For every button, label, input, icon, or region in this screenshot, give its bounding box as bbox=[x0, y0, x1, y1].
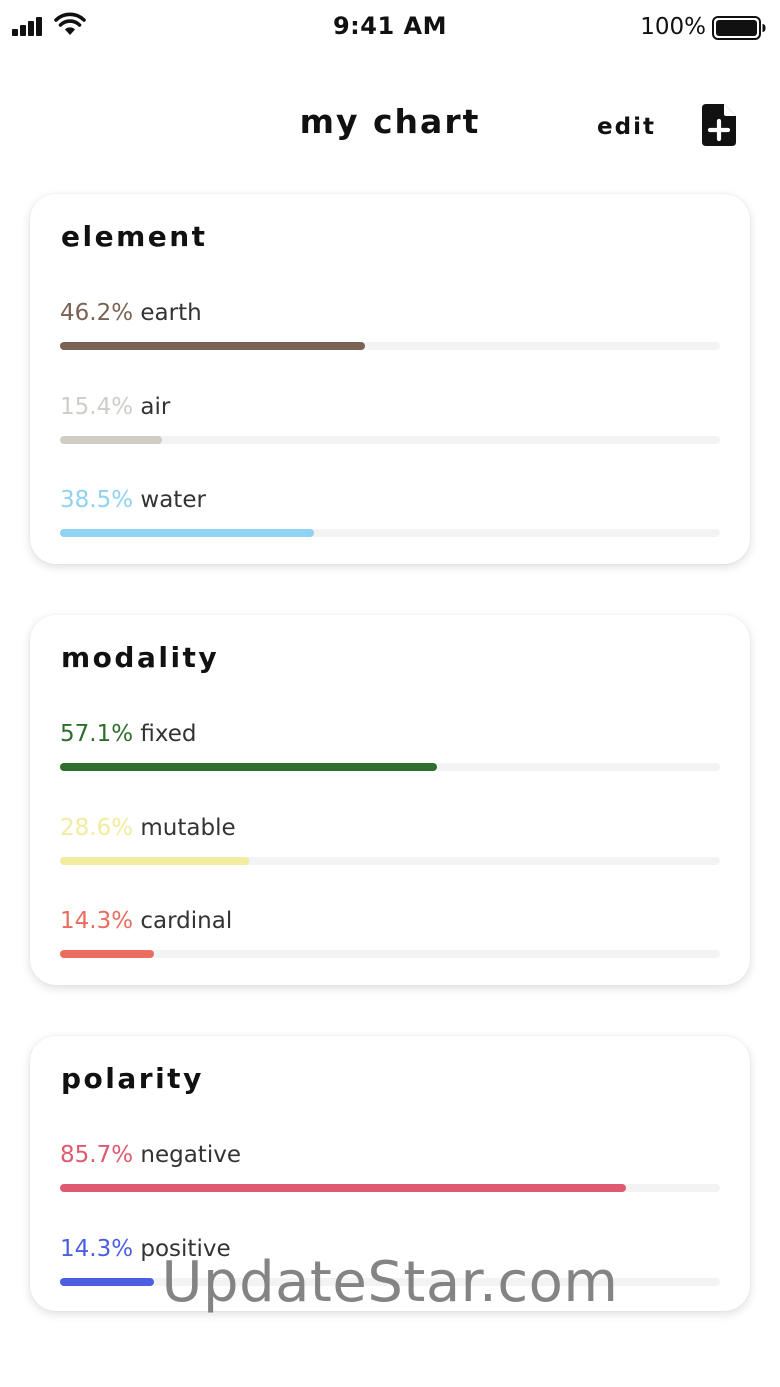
row-percent: 28.6% bbox=[60, 815, 134, 841]
breakdown-row-positive: 14.3% positive bbox=[60, 1236, 720, 1306]
battery-percent: 100% bbox=[640, 14, 706, 40]
cellular-signal-icon bbox=[12, 16, 48, 36]
breakdown-row-air: 15.4% air bbox=[60, 394, 720, 464]
progress-fill bbox=[60, 763, 437, 771]
row-name: water bbox=[140, 487, 206, 513]
page-title: my chart bbox=[299, 102, 481, 141]
progress-track bbox=[60, 1278, 720, 1286]
breakdown-row-negative: 85.7% negative bbox=[60, 1142, 720, 1212]
header: my chart edit bbox=[0, 96, 780, 156]
progress-fill bbox=[60, 1278, 155, 1286]
row-name: air bbox=[140, 394, 171, 420]
card-title: element bbox=[61, 220, 208, 253]
row-percent: 85.7% bbox=[60, 1142, 134, 1168]
file-plus-icon[interactable] bbox=[702, 104, 738, 146]
breakdown-row-water: 38.5% water bbox=[60, 487, 720, 557]
progress-track bbox=[60, 436, 720, 444]
row-label: 85.7% negative bbox=[60, 1142, 241, 1168]
row-label: 38.5% water bbox=[60, 487, 206, 513]
card-title: polarity bbox=[61, 1062, 204, 1095]
progress-fill bbox=[60, 857, 249, 865]
progress-fill bbox=[60, 950, 155, 958]
progress-fill bbox=[60, 529, 315, 537]
status-bar: 9:41 AM 100% bbox=[0, 0, 780, 56]
progress-fill bbox=[60, 342, 365, 350]
row-name: positive bbox=[140, 1236, 231, 1262]
modality-card: modality 57.1% fixed 28.6% mutable 14.3%… bbox=[30, 615, 750, 985]
card-title: modality bbox=[61, 641, 220, 674]
watermark: UpdateStar.com bbox=[161, 1250, 619, 1315]
wifi-icon bbox=[54, 12, 86, 35]
row-label: 28.6% mutable bbox=[60, 815, 236, 841]
progress-track bbox=[60, 763, 720, 771]
progress-fill bbox=[60, 436, 162, 444]
row-percent: 57.1% bbox=[60, 721, 134, 747]
breakdown-row-mutable: 28.6% mutable bbox=[60, 815, 720, 885]
element-card: element 46.2% earth 15.4% air 38.5% wate… bbox=[30, 194, 750, 564]
progress-track bbox=[60, 950, 720, 958]
breakdown-row-fixed: 57.1% fixed bbox=[60, 721, 720, 791]
row-percent: 46.2% bbox=[60, 300, 134, 326]
row-label: 15.4% air bbox=[60, 394, 170, 420]
breakdown-row-cardinal: 14.3% cardinal bbox=[60, 908, 720, 978]
breakdown-row-earth: 46.2% earth bbox=[60, 300, 720, 370]
row-name: earth bbox=[140, 300, 202, 326]
battery-full-icon bbox=[712, 16, 766, 40]
row-percent: 14.3% bbox=[60, 908, 134, 934]
progress-track bbox=[60, 529, 720, 537]
row-name: fixed bbox=[140, 721, 197, 747]
row-label: 14.3% cardinal bbox=[60, 908, 232, 934]
row-label: 46.2% earth bbox=[60, 300, 202, 326]
row-percent: 15.4% bbox=[60, 394, 134, 420]
row-percent: 14.3% bbox=[60, 1236, 134, 1262]
progress-track bbox=[60, 857, 720, 865]
row-name: mutable bbox=[140, 815, 236, 841]
status-time: 9:41 AM bbox=[332, 12, 447, 40]
polarity-card: polarity 85.7% negative 14.3% positive bbox=[30, 1036, 750, 1311]
progress-track bbox=[60, 342, 720, 350]
row-name: negative bbox=[140, 1142, 241, 1168]
row-percent: 38.5% bbox=[60, 487, 134, 513]
row-name: cardinal bbox=[140, 908, 233, 934]
row-label: 57.1% fixed bbox=[60, 721, 197, 747]
row-label: 14.3% positive bbox=[60, 1236, 231, 1262]
progress-track bbox=[60, 1184, 720, 1192]
edit-button[interactable]: edit bbox=[597, 114, 656, 140]
progress-fill bbox=[60, 1184, 626, 1192]
